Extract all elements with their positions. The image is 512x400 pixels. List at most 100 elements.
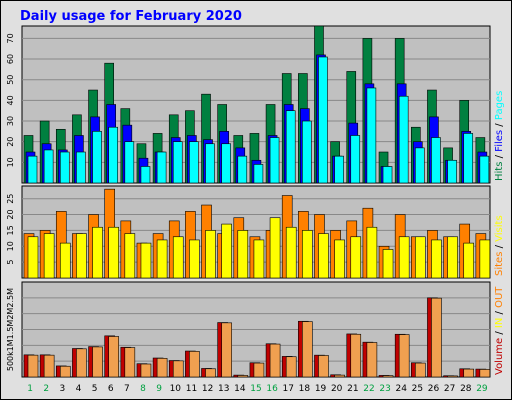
day-label: 24: [396, 384, 408, 394]
day-label: 10: [170, 384, 182, 394]
bar-pages: [156, 151, 167, 184]
bar-visits: [205, 230, 216, 279]
bar-kbytes-out: [156, 358, 168, 378]
bar-pages: [43, 149, 54, 184]
bar-kbytes-out: [398, 334, 410, 378]
bar-visits: [366, 226, 378, 279]
day-labels: 1 2 3 4 5 6 7 8 9 10 11 12 13 14 15 16 17 18 19 20 21 22 23 24 2…: [27, 384, 488, 394]
day-label: 25: [412, 384, 423, 394]
bar-kbytes-out: [285, 356, 297, 378]
legend-visits_sites: Sites / Visits: [494, 215, 505, 276]
bar-pages: [463, 133, 474, 184]
bar-pages: [366, 87, 377, 184]
bar-visits: [156, 239, 168, 279]
bar-kbytes-out: [334, 374, 345, 378]
y-tick-label: 500k: [6, 351, 15, 371]
y-tick-label: 20: [6, 137, 15, 147]
legend-item: /: [494, 308, 505, 318]
bar-visits: [398, 236, 410, 279]
panel-visits_sites: 5 10 15 20 25: [6, 185, 491, 279]
day-label: 29: [476, 384, 488, 394]
bar-pages: [398, 95, 409, 184]
bar-pages: [108, 126, 118, 184]
bar-pages: [334, 155, 344, 184]
bar-pages: [302, 120, 312, 184]
day-label: 15: [250, 384, 261, 394]
bar-kbytes-out: [92, 346, 103, 378]
legend-item: Hits: [494, 162, 505, 181]
legend-item: /: [494, 328, 505, 338]
day-label: 21: [347, 384, 358, 394]
legend-pages_files_hits: Hits / Files / Pages: [494, 91, 505, 181]
bar-kbytes-out: [318, 355, 329, 378]
day-label: 8: [140, 384, 146, 394]
bar-kbytes-out: [43, 354, 55, 378]
bar-pages: [27, 155, 38, 184]
legend-kbytes: Volume / IN / OUT: [494, 286, 505, 375]
chart-legends: Hits / Files / Pages Sites / Visits Volume…: [494, 91, 505, 375]
bar-pages: [237, 155, 248, 184]
y-tick-label: 70: [6, 33, 15, 43]
bar-kbytes-out: [140, 363, 152, 378]
bar-visits: [269, 217, 281, 279]
day-label: 28: [460, 384, 472, 394]
bar-pages: [76, 151, 86, 184]
day-label: 5: [92, 384, 98, 394]
y-tick-label: 2M: [6, 308, 15, 320]
day-label: 2: [43, 384, 49, 394]
bar-visits: [382, 249, 394, 279]
bar-kbytes-out: [172, 360, 184, 378]
day-label: 27: [444, 384, 455, 394]
y-tick-label: 15: [6, 225, 15, 235]
y-tick-label: 50: [6, 75, 15, 85]
bar-kbytes-out: [124, 347, 136, 378]
bar-pages: [431, 137, 441, 184]
bar-pages: [415, 147, 425, 184]
bar-kbytes-out: [237, 375, 249, 378]
y-tick-label: 25: [6, 194, 15, 204]
bar-kbytes-out: [76, 348, 87, 378]
y-tick-label: 10: [6, 241, 15, 251]
bar-visits: [318, 233, 329, 279]
day-label: 17: [283, 384, 294, 394]
bar-kbytes-out: [431, 297, 442, 378]
bar-pages: [253, 164, 264, 184]
bar-visits: [27, 236, 39, 279]
bar-visits: [92, 226, 103, 279]
bar-visits: [108, 226, 119, 279]
legend-item: Visits: [494, 215, 505, 242]
bar-visits: [59, 242, 71, 279]
day-label: 11: [186, 384, 197, 394]
day-label: 23: [379, 384, 390, 394]
bar-visits: [479, 239, 491, 279]
panel-pages_files_hits: 10 20 30 40 50 60 70: [6, 25, 491, 184]
bar-visits: [43, 233, 55, 279]
day-label: 19: [315, 384, 327, 394]
bar-pages: [479, 155, 490, 184]
y-tick-label: 30: [6, 116, 15, 126]
legend-item: IN: [494, 318, 505, 328]
bar-visits: [302, 230, 313, 279]
bar-pages: [221, 143, 231, 184]
day-label: 14: [234, 384, 246, 394]
bar-kbytes-out: [205, 368, 216, 378]
bar-visits: [350, 236, 362, 279]
y-tick-label: 10: [6, 157, 15, 167]
y-tick-label: 1M: [6, 339, 15, 351]
bar-pages: [172, 141, 183, 184]
day-label: 4: [76, 384, 82, 394]
chart-title: Daily usage for February 2020: [20, 9, 242, 24]
legend-item: Pages: [494, 91, 505, 120]
bar-pages: [382, 166, 393, 184]
legend-item: Files: [494, 130, 505, 152]
bar-kbytes-out: [269, 343, 281, 378]
bar-pages: [124, 141, 135, 184]
bar-kbytes-out: [366, 342, 378, 378]
bar-visits: [124, 233, 136, 279]
bar-visits: [253, 239, 265, 279]
day-label: 13: [218, 384, 229, 394]
y-tick-label: 60: [6, 54, 15, 64]
